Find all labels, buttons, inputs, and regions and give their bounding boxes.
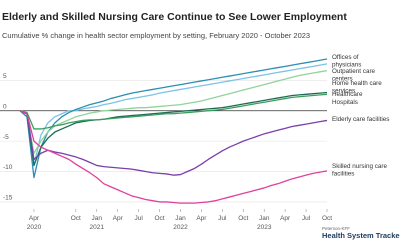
x-tick-label: Oct: [154, 215, 164, 222]
y-tick-label: -15: [3, 195, 13, 202]
series-line: [19, 91, 328, 167]
x-tick-label: Jul: [134, 215, 143, 222]
series-label: Skilled nursing care facilities: [332, 163, 387, 178]
series-label: Outpatient care centers: [332, 68, 376, 83]
series-line: [19, 58, 328, 179]
x-tick-label: Oct: [238, 215, 248, 222]
x-tick-label: Jan 2023: [257, 215, 272, 231]
series-line: [19, 110, 328, 204]
x-tick-label: Jul: [218, 215, 227, 222]
chart-title: Elderly and Skilled Nursing Care Continu…: [2, 11, 347, 23]
x-tick-label: Apr: [113, 215, 124, 222]
x-tick-label: Oct: [322, 215, 332, 222]
y-tick-label: -5: [3, 134, 9, 141]
y-tick-label: 0: [3, 103, 7, 110]
series-line: [19, 93, 328, 130]
x-tick-label: Jul: [302, 215, 311, 222]
series-label: Offices of physicians: [332, 54, 361, 69]
x-tick-label: Jan 2022: [173, 215, 188, 231]
series-line: [19, 69, 328, 154]
brand-org: Peterson-KFF: [322, 226, 350, 231]
x-tick-label: Jan 2021: [90, 215, 105, 231]
x-tick-label: Apr: [280, 215, 291, 222]
y-tick-label: -10: [3, 164, 13, 171]
x-tick-label: Oct: [71, 215, 81, 222]
series-line: [19, 63, 328, 167]
series-line: [19, 110, 328, 176]
series-label: Healthcare: [332, 91, 363, 98]
series-label: Hospitals: [332, 99, 358, 106]
chart-subtitle: Cumulative % change in health sector emp…: [2, 31, 310, 40]
series-label: Home health care services: [332, 80, 382, 95]
x-tick-label: Apr: [196, 215, 207, 222]
y-tick-label: 5: [3, 73, 7, 80]
series-label: Elderly care facilities: [332, 116, 389, 123]
x-tick-label: Apr 2020: [27, 215, 42, 231]
brand-name: Health System Tracker: [322, 231, 400, 240]
